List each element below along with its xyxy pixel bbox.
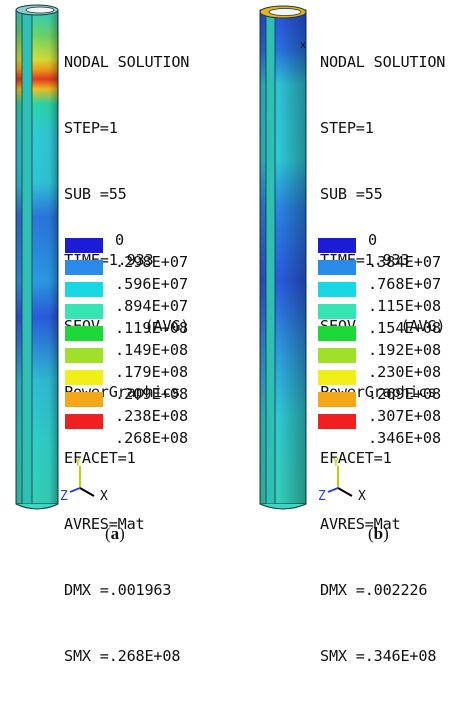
x-axis-line bbox=[337, 487, 353, 497]
legend-swatch bbox=[318, 282, 356, 297]
legend-swatch bbox=[318, 326, 356, 341]
x-axis-label: X bbox=[358, 489, 366, 504]
legend-value: .238E+08 bbox=[115, 407, 189, 425]
legend-swatch bbox=[65, 392, 103, 407]
legend-value: .154E+08 bbox=[368, 319, 442, 337]
legend-swatch bbox=[318, 414, 356, 429]
legend-swatch bbox=[318, 238, 356, 253]
legend-value: .115E+08 bbox=[368, 297, 442, 315]
info-dmx: DMX =.001963 bbox=[64, 581, 172, 599]
legend-value: .179E+08 bbox=[115, 363, 189, 381]
x-axis-label: X bbox=[100, 489, 108, 504]
legend-value: 0 bbox=[368, 231, 378, 249]
legend-swatch bbox=[65, 260, 103, 275]
z-axis-line bbox=[69, 487, 81, 493]
z-axis-label: Z bbox=[60, 489, 68, 504]
info-step: STEP=1 bbox=[64, 119, 118, 137]
legend-swatch bbox=[318, 260, 356, 275]
panel-b: x NODAL SOLUTION STEP=1 SUB =55 TIME=1.9… bbox=[238, 0, 476, 665]
tube-model-a bbox=[15, 4, 59, 510]
legend-swatch bbox=[65, 282, 103, 297]
legend-value: .119E+08 bbox=[115, 319, 189, 337]
legend-swatch bbox=[318, 392, 356, 407]
info-sub: SUB =55 bbox=[320, 185, 383, 203]
caption-letter: b bbox=[373, 524, 384, 543]
axis-triad-b: Y Z X bbox=[318, 458, 366, 504]
legend-value: .230E+08 bbox=[368, 363, 442, 381]
panel-a: NODAL SOLUTION STEP=1 SUB =55 TIME=1.933… bbox=[0, 0, 238, 665]
legend-value: .346E+08 bbox=[368, 429, 442, 447]
legend-swatch bbox=[318, 304, 356, 319]
legend-value: .768E+07 bbox=[368, 275, 442, 293]
legend-swatch bbox=[65, 304, 103, 319]
info-title: NODAL SOLUTION bbox=[320, 53, 446, 71]
legend-swatch bbox=[65, 326, 103, 341]
legend-value: .298E+07 bbox=[115, 253, 189, 271]
info-dmx: DMX =.002226 bbox=[320, 581, 428, 599]
info-smx: SMX =.268E+08 bbox=[64, 647, 181, 665]
axis-triad-a: Y Z X bbox=[60, 458, 108, 504]
caption-b: (b) bbox=[368, 524, 389, 544]
z-axis-line bbox=[327, 487, 339, 493]
info-avres: AVRES=Mat bbox=[320, 515, 401, 533]
legend-value: .192E+08 bbox=[368, 341, 442, 359]
legend-swatch bbox=[318, 348, 356, 363]
tube-model-b: x bbox=[259, 5, 307, 510]
info-sub: SUB =55 bbox=[64, 185, 127, 203]
legend-value: .149E+08 bbox=[115, 341, 189, 359]
y-axis-label: Y bbox=[332, 458, 340, 470]
caption-letter: a bbox=[110, 524, 120, 543]
legend-swatch bbox=[65, 348, 103, 363]
legend-swatch bbox=[65, 414, 103, 429]
legend-value: .384E+07 bbox=[368, 253, 442, 271]
info-step: STEP=1 bbox=[320, 119, 374, 137]
legend-value: .209E+08 bbox=[115, 385, 189, 403]
legend-value: .269E+08 bbox=[368, 385, 442, 403]
legend-value: 0 bbox=[115, 231, 125, 249]
info-efacet: EFACET=1 bbox=[320, 449, 392, 467]
legend-swatch bbox=[65, 238, 103, 253]
info-smx: SMX =.346E+08 bbox=[320, 647, 437, 665]
y-axis-label: Y bbox=[74, 458, 82, 470]
legend-swatch bbox=[318, 370, 356, 385]
legend-value: .307E+08 bbox=[368, 407, 442, 425]
info-avres: AVRES=Mat bbox=[64, 515, 145, 533]
caption-a: (a) bbox=[105, 524, 125, 544]
node-marker: x bbox=[300, 40, 306, 51]
legend-value: .894E+07 bbox=[115, 297, 189, 315]
legend-value: .268E+08 bbox=[115, 429, 189, 447]
info-title: NODAL SOLUTION bbox=[64, 53, 190, 71]
legend-swatch bbox=[65, 370, 103, 385]
caption-close: ) bbox=[383, 524, 389, 543]
info-efacet: EFACET=1 bbox=[64, 449, 136, 467]
x-axis-line bbox=[79, 487, 95, 497]
legend-value: .596E+07 bbox=[115, 275, 189, 293]
caption-open: ( bbox=[105, 524, 111, 543]
caption-open: ( bbox=[368, 524, 374, 543]
z-axis-label: Z bbox=[318, 489, 326, 504]
caption-close: ) bbox=[119, 524, 125, 543]
